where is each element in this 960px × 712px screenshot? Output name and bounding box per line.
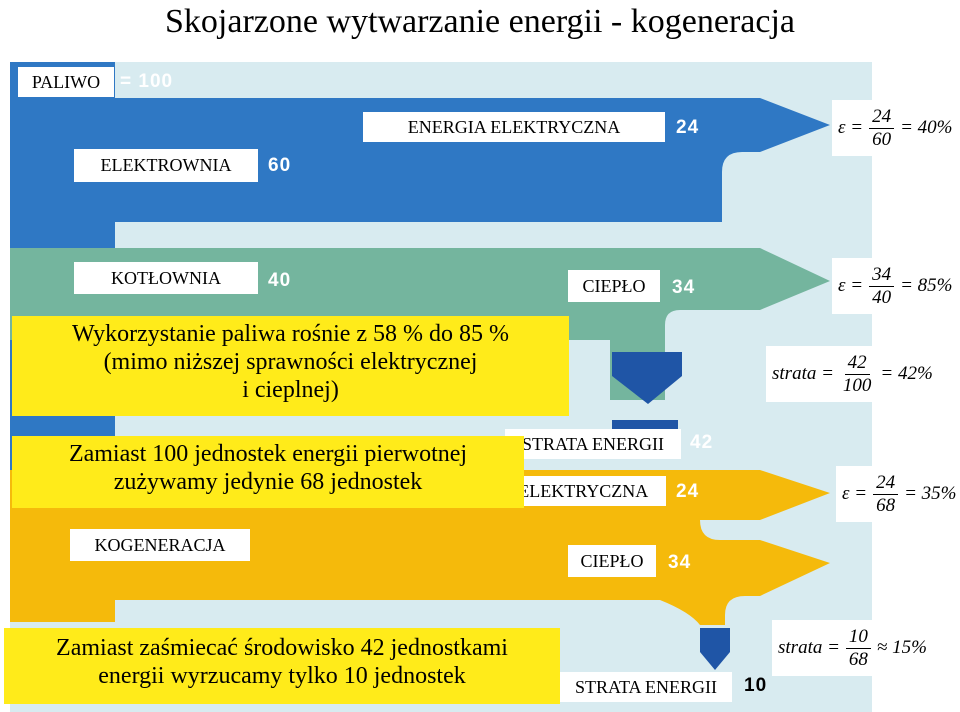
cogeneration-heat-value: 34 bbox=[668, 552, 692, 573]
efficiency-denominator: 68 bbox=[876, 494, 896, 516]
boiler-heat-value: 34 bbox=[672, 277, 696, 298]
efficiency-fraction: 34 40 bbox=[869, 264, 895, 309]
boiler-efficiency: ε = 34 40 = 85% bbox=[832, 258, 959, 314]
efficiency-fraction: 24 60 bbox=[869, 106, 895, 151]
fuel-value: 100 bbox=[120, 71, 173, 93]
page-title: Skojarzone wytwarzanie energii - kogener… bbox=[165, 3, 795, 40]
cogeneration-label: KOGENERACJA bbox=[70, 529, 250, 561]
boiler-heat-label: CIEPŁO bbox=[568, 270, 660, 302]
loss-numerator: 10 bbox=[845, 626, 871, 649]
efficiency-denominator: 60 bbox=[872, 128, 892, 150]
fuel-label: PALIWO bbox=[18, 67, 114, 97]
loss-fraction: 42 100 bbox=[840, 352, 875, 397]
separate-loss-funnel bbox=[612, 352, 682, 404]
separate-loss-value: 42 bbox=[690, 432, 714, 453]
efficiency-fraction: 24 68 bbox=[873, 472, 899, 517]
note-line: Zamiast zaśmiecać środowisko 42 jednostk… bbox=[56, 635, 508, 661]
note-line: i cieplnej) bbox=[242, 377, 339, 403]
power-plant-electric-value: 24 bbox=[676, 117, 700, 138]
efficiency-numerator: 24 bbox=[869, 106, 895, 129]
boiler-value: 40 bbox=[268, 270, 292, 291]
note-line: Zamiast 100 jednostek energii pierwotnej bbox=[68, 441, 468, 467]
loss-denominator: 68 bbox=[848, 648, 868, 670]
power-plant-value: 60 bbox=[268, 155, 292, 176]
power-plant-efficiency: ε = 24 60 = 40% bbox=[832, 100, 959, 156]
loss-denominator: 100 bbox=[842, 374, 872, 396]
fuel-usage-note: Wykorzystanie paliwa rośnie z 58 % do 85… bbox=[12, 316, 569, 416]
power-plant-loss-channel bbox=[665, 190, 722, 222]
cogeneration-loss-formula: strata = 10 68 ≈ 15% bbox=[772, 620, 933, 676]
cogeneration-loss-label: STRATA ENERGII bbox=[560, 672, 732, 702]
loss-result: = 42% bbox=[880, 363, 933, 384]
note-line: (mimo niższej sprawności elektrycznej bbox=[103, 349, 478, 375]
note-line: Wykorzystanie paliwa rośnie z 58 % do 85… bbox=[71, 321, 510, 347]
efficiency-symbol: ε = bbox=[842, 483, 868, 504]
cogeneration-efficiency: ε = 24 68 = 35% bbox=[836, 466, 960, 522]
cogeneration-loss-funnel bbox=[700, 628, 730, 670]
loss-symbol: strata = bbox=[772, 363, 834, 384]
cogeneration-loss-value: 10 bbox=[744, 675, 768, 696]
power-plant-electric-label: ENERGIA ELEKTRYCZNA bbox=[363, 112, 665, 142]
efficiency-symbol: ε = bbox=[838, 117, 864, 138]
loss-result: ≈ 15% bbox=[876, 637, 927, 658]
loss-numerator: 42 bbox=[844, 352, 870, 375]
boiler-label: KOTŁOWNIA bbox=[74, 262, 258, 294]
note-line: energii wyrzucamy tylko 10 jednostek bbox=[98, 663, 466, 689]
environment-note: Zamiast zaśmiecać środowisko 42 jednostk… bbox=[4, 628, 560, 704]
separate-loss-label: STRATA ENERGII bbox=[505, 429, 681, 459]
efficiency-numerator: 24 bbox=[873, 472, 899, 495]
power-plant-label: ELEKTROWNIA bbox=[74, 149, 258, 182]
efficiency-symbol: ε = bbox=[838, 275, 864, 296]
cogeneration-electric-value: 24 bbox=[676, 481, 700, 502]
efficiency-numerator: 34 bbox=[869, 264, 895, 287]
separate-loss-formula: strata = 42 100 = 42% bbox=[766, 346, 939, 402]
efficiency-result: = 40% bbox=[900, 117, 953, 138]
loss-symbol: strata = bbox=[778, 637, 840, 658]
loss-fraction: 10 68 bbox=[845, 626, 871, 671]
efficiency-denominator: 40 bbox=[872, 286, 892, 308]
cogeneration-heat-label: CIEPŁO bbox=[568, 545, 656, 577]
efficiency-result: = 85% bbox=[900, 275, 953, 296]
note-line: zużywamy jedynie 68 jednostek bbox=[113, 469, 423, 495]
primary-energy-note: Zamiast 100 jednostek energii pierwotnej… bbox=[12, 436, 524, 508]
efficiency-result: = 35% bbox=[904, 483, 957, 504]
